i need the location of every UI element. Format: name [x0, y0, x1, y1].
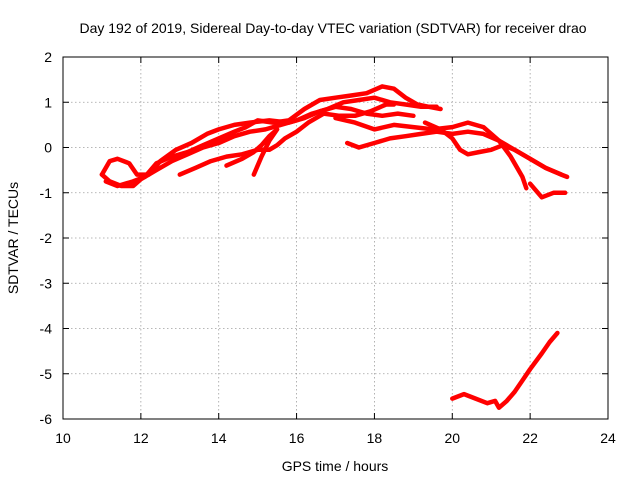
- series-track-9: [527, 181, 568, 200]
- x-tick-label: 18: [367, 430, 383, 446]
- data-traces: [99, 84, 570, 410]
- series-track-6: [344, 129, 570, 180]
- y-tick-label: 1: [44, 94, 52, 110]
- x-tick-label: 10: [55, 430, 71, 446]
- y-tick-label: -3: [40, 275, 53, 291]
- series-track-2: [99, 104, 416, 177]
- y-tick-label: -5: [40, 366, 53, 382]
- x-tick-label: 14: [211, 430, 227, 446]
- x-tick-label: 24: [600, 430, 616, 446]
- x-tick-label: 22: [522, 430, 538, 446]
- series-track-7: [333, 115, 529, 191]
- series-track-5: [224, 127, 280, 177]
- x-tick-label: 12: [133, 430, 149, 446]
- series-track-10: [450, 330, 560, 410]
- plot-frame: [62, 56, 609, 420]
- x-axis-label: GPS time / hours: [282, 458, 389, 474]
- x-tick-label: 20: [444, 430, 460, 446]
- y-tick-label: -1: [40, 185, 53, 201]
- y-tick-label: -2: [40, 230, 53, 246]
- y-axis-label: SDTVAR / TECUs: [5, 182, 21, 294]
- series-track-4: [177, 102, 397, 177]
- grid-lines: [63, 57, 608, 419]
- y-tick-label: -4: [40, 321, 53, 337]
- x-tick-label: 16: [289, 430, 305, 446]
- series-track-8: [422, 120, 564, 177]
- y-tick-label: -6: [40, 411, 53, 427]
- y-tick-label: 2: [44, 49, 52, 65]
- y-tick-label: 0: [44, 140, 52, 156]
- series-track-3: [103, 84, 443, 189]
- chart-title: Day 192 of 2019, Sidereal Day-to-day VTE…: [79, 20, 586, 36]
